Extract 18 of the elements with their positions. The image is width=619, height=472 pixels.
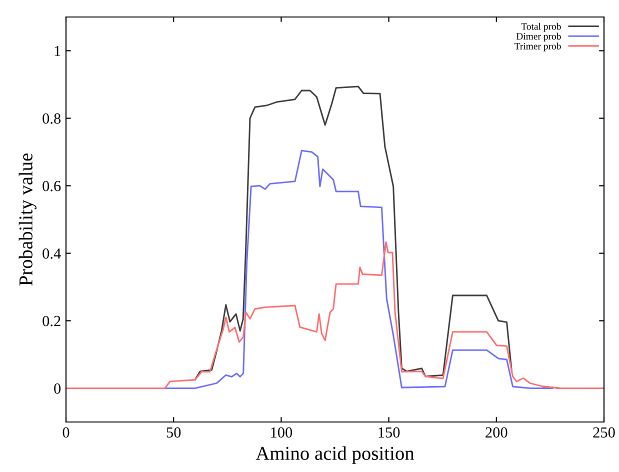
y-tick-label: 0.4 — [42, 248, 61, 259]
x-tick-label: 0 — [62, 427, 70, 438]
y-tick-label: 0.2 — [42, 316, 60, 326]
x-tick-label: 200 — [486, 427, 508, 438]
line-series — [66, 241, 604, 390]
y-tick-label: 0.8 — [42, 113, 61, 124]
y-tick-label: 0 — [54, 383, 61, 394]
x-tick-label: 100 — [271, 427, 292, 438]
x-tick-label: 150 — [378, 427, 400, 438]
x-axis-title: Amino acid position — [256, 446, 414, 464]
legend-label: Dimer prob — [516, 32, 561, 42]
y-tick-label: 0.6 — [42, 180, 61, 192]
y-tick-label: 1 — [54, 46, 60, 56]
legend-label: Total prob — [521, 22, 561, 32]
x-tick-label: 50 — [166, 427, 181, 438]
x-tick-label: 250 — [593, 427, 615, 438]
legend-label: Trimer prob — [514, 42, 561, 52]
y-axis-title: Probability value — [18, 153, 36, 286]
